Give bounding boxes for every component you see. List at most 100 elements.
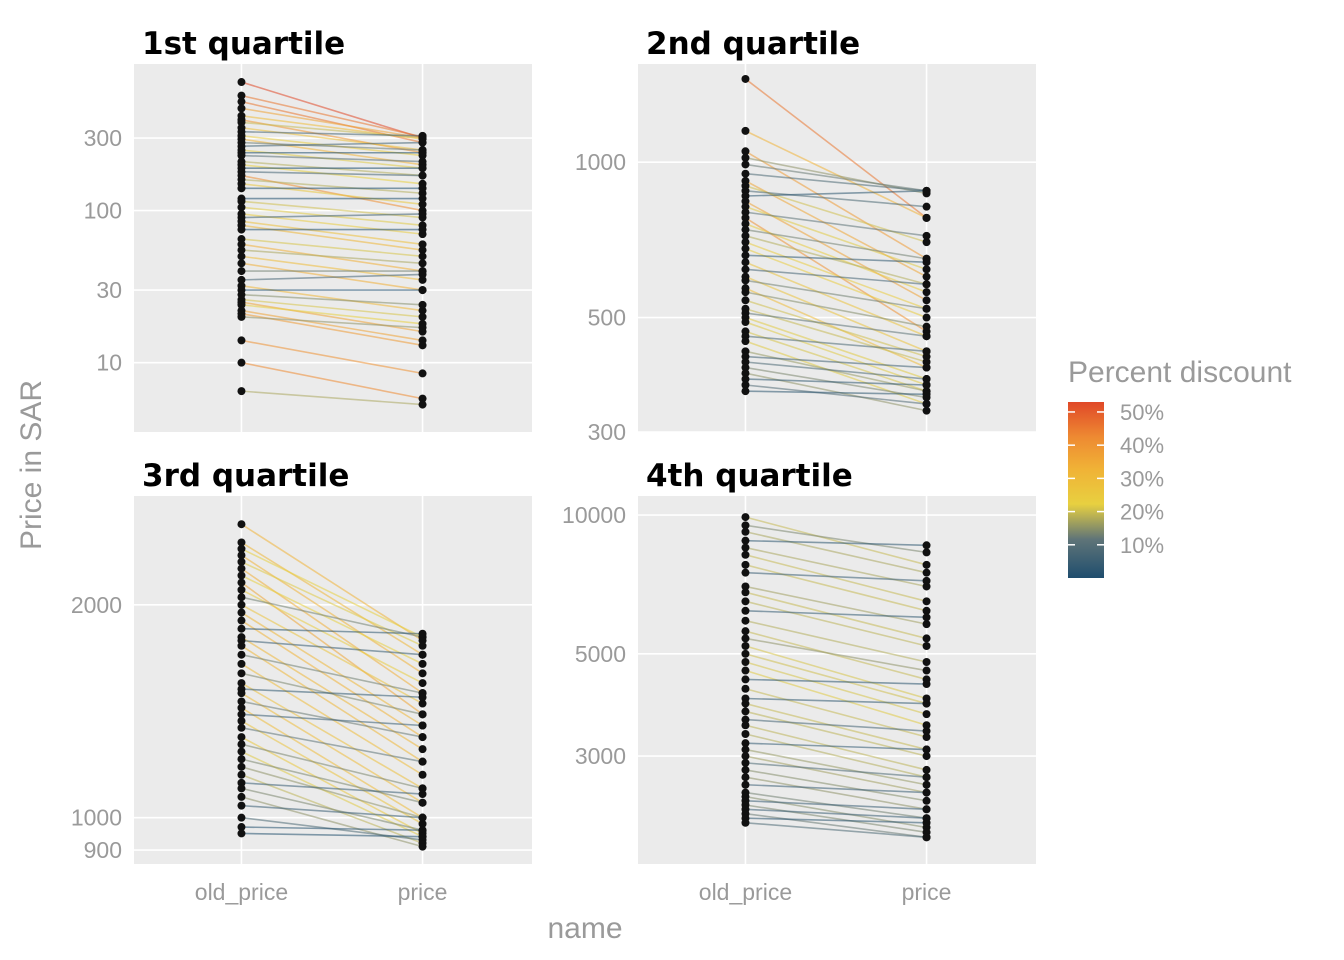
slope-line <box>745 335 927 353</box>
slope-line <box>241 832 423 838</box>
point-price <box>418 138 427 147</box>
point-old-price <box>741 225 750 234</box>
point-old-price <box>237 747 246 756</box>
point-old-price <box>741 375 750 384</box>
slope-line <box>745 211 927 237</box>
slope-line <box>241 238 423 258</box>
point-old-price <box>237 240 246 249</box>
slope-line <box>241 81 423 139</box>
point-price <box>418 225 427 234</box>
slope-line <box>241 213 423 219</box>
slope-line <box>745 190 927 208</box>
point-old-price <box>237 197 246 206</box>
point-price <box>418 629 427 638</box>
point-old-price <box>741 387 750 396</box>
point-price <box>922 582 931 591</box>
point-old-price <box>237 723 246 732</box>
point-old-price <box>741 588 750 597</box>
slope-line <box>745 299 927 358</box>
slope-line <box>745 205 927 271</box>
slope-line <box>241 574 423 665</box>
point-old-price <box>237 225 246 234</box>
point-old-price <box>237 78 246 87</box>
point-old-price <box>237 778 246 787</box>
slope-line <box>745 742 927 751</box>
point-old-price <box>741 363 750 372</box>
point-old-price <box>237 585 246 594</box>
point-old-price <box>237 538 246 547</box>
y-tick-label: 10000 <box>562 502 626 528</box>
point-price <box>922 606 931 615</box>
point-price <box>418 679 427 688</box>
slope-line <box>241 619 423 738</box>
point-old-price <box>741 658 750 667</box>
point-price <box>418 369 427 378</box>
slope-line <box>241 361 423 400</box>
point-old-price <box>237 659 246 668</box>
point-old-price <box>237 641 246 650</box>
slope-line <box>745 530 927 574</box>
point-old-price <box>741 231 750 240</box>
slope-line <box>745 228 927 260</box>
slope-line <box>745 769 927 802</box>
point-price <box>922 548 931 557</box>
point-old-price <box>237 600 246 609</box>
point-old-price <box>237 104 246 113</box>
point-price <box>418 194 427 203</box>
panel-title: 4th quartile <box>646 458 853 494</box>
point-old-price <box>741 126 750 135</box>
slope-line <box>745 235 927 286</box>
slope-line <box>745 163 927 192</box>
point-price <box>922 541 931 550</box>
point-old-price <box>741 288 750 297</box>
point-price <box>922 721 931 730</box>
slope-line <box>241 183 423 206</box>
slope-line <box>241 758 423 804</box>
point-price <box>418 300 427 309</box>
point-price <box>418 157 427 166</box>
point-old-price <box>237 669 246 678</box>
slope-line <box>241 736 423 835</box>
point-old-price <box>741 675 750 684</box>
slope-line <box>241 720 423 825</box>
point-old-price <box>741 536 750 545</box>
point-old-price <box>237 740 246 749</box>
point-old-price <box>741 634 750 643</box>
point-price <box>418 790 427 799</box>
point-old-price <box>741 296 750 305</box>
point-old-price <box>237 792 246 801</box>
slope-line <box>745 268 927 286</box>
point-old-price <box>741 627 750 636</box>
slope-line <box>745 697 927 705</box>
slope-line <box>745 762 927 778</box>
point-old-price <box>237 716 246 725</box>
point-old-price <box>237 91 246 100</box>
slope-line <box>745 516 927 566</box>
point-old-price <box>741 369 750 378</box>
point-old-price <box>237 710 246 719</box>
point-price <box>922 805 931 814</box>
point-price <box>922 576 931 585</box>
point-price <box>418 710 427 719</box>
point-price <box>922 313 931 322</box>
slope-line <box>745 755 927 794</box>
point-price <box>418 650 427 659</box>
point-price <box>922 745 931 754</box>
slope-line <box>241 682 423 790</box>
point-price <box>922 597 931 606</box>
slope-line <box>745 748 927 786</box>
legend-label: 10% <box>1120 533 1164 558</box>
slope-line <box>241 782 423 795</box>
point-price <box>922 202 931 211</box>
point-old-price <box>237 608 246 617</box>
point-old-price <box>741 684 750 693</box>
point-old-price <box>741 707 750 716</box>
legend-ticks: 50% 40% 30% 20% 10% <box>1068 400 1164 558</box>
slope-line <box>241 390 423 406</box>
point-old-price <box>741 666 750 675</box>
point-old-price <box>237 762 246 771</box>
point-price <box>922 796 931 805</box>
point-old-price <box>237 184 246 193</box>
slope-line <box>745 172 927 192</box>
point-old-price <box>741 153 750 162</box>
